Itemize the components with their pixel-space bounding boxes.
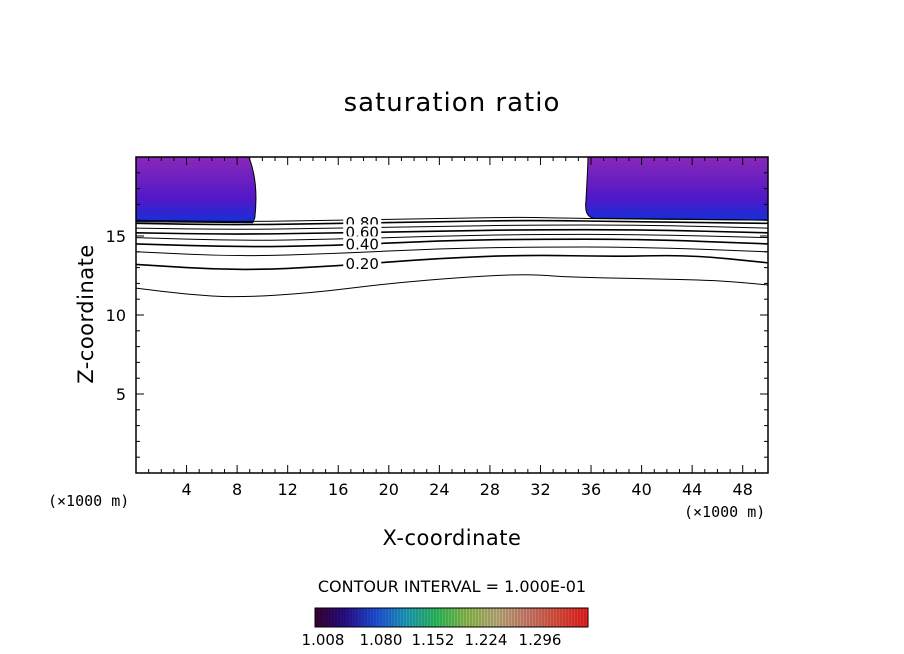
colorbar <box>314 607 589 628</box>
x-tick-label: 20 <box>379 480 399 499</box>
x-tick-label: 28 <box>480 480 500 499</box>
contour-label-bg <box>343 256 382 271</box>
contour-interval-label: CONTOUR INTERVAL = 1.000E-01 <box>317 577 587 596</box>
colorbar-tick-label: 1.224 <box>464 631 508 649</box>
x-tick-label: 48 <box>733 480 753 499</box>
shaded-regions <box>135 156 769 224</box>
x-axis-label: X-coordinate <box>382 526 522 550</box>
x-tick-label: 16 <box>328 480 348 499</box>
contour-labels: 0.800.600.400.20 <box>343 214 382 273</box>
colorbar-tick-label: 1.008 <box>301 631 345 649</box>
x-tick-label: 40 <box>631 480 651 499</box>
x-tick-label: 24 <box>429 480 449 499</box>
contour-line <box>135 224 769 230</box>
x-tick-label: 4 <box>181 480 191 499</box>
axis-ticks <box>136 157 768 473</box>
y-tick-label: 10 <box>106 306 126 325</box>
colorbar-tick-label: 1.152 <box>411 631 455 649</box>
colorbar-stripes <box>317 608 586 627</box>
x-tick-label: 44 <box>682 480 702 499</box>
colorbar-tick-label: 1.080 <box>359 631 403 649</box>
contour-label-bg <box>343 236 382 251</box>
contour-line <box>135 246 769 257</box>
contour-label: 0.40 <box>346 235 379 253</box>
colorbar-tick-label: 1.296 <box>518 631 562 649</box>
contour-line <box>135 238 769 248</box>
x-tick-label: 36 <box>581 480 601 499</box>
shaded-region-right <box>585 156 769 221</box>
x-tick-label: 8 <box>232 480 242 499</box>
contour-line <box>135 228 769 235</box>
x-tick-label: 12 <box>278 480 298 499</box>
shaded-region-left <box>135 156 257 224</box>
contour-label: 0.20 <box>346 255 379 273</box>
contour-line <box>135 216 769 222</box>
z-unit-label: (×1000 m) <box>48 492 130 510</box>
x-tick-label: 32 <box>530 480 550 499</box>
y-axis-label: Z-coordinate <box>74 244 98 384</box>
x-unit-label: (×1000 m) <box>684 503 766 521</box>
y-tick-label: 15 <box>106 227 126 246</box>
contour-line <box>135 219 769 226</box>
contour-lines <box>135 216 769 298</box>
chart-title: saturation ratio <box>343 88 561 118</box>
contour-line <box>135 254 769 271</box>
y-tick-label: 5 <box>116 385 126 404</box>
contour-line <box>135 274 769 298</box>
contour-label-bg <box>343 224 382 239</box>
contour-line <box>135 233 769 241</box>
